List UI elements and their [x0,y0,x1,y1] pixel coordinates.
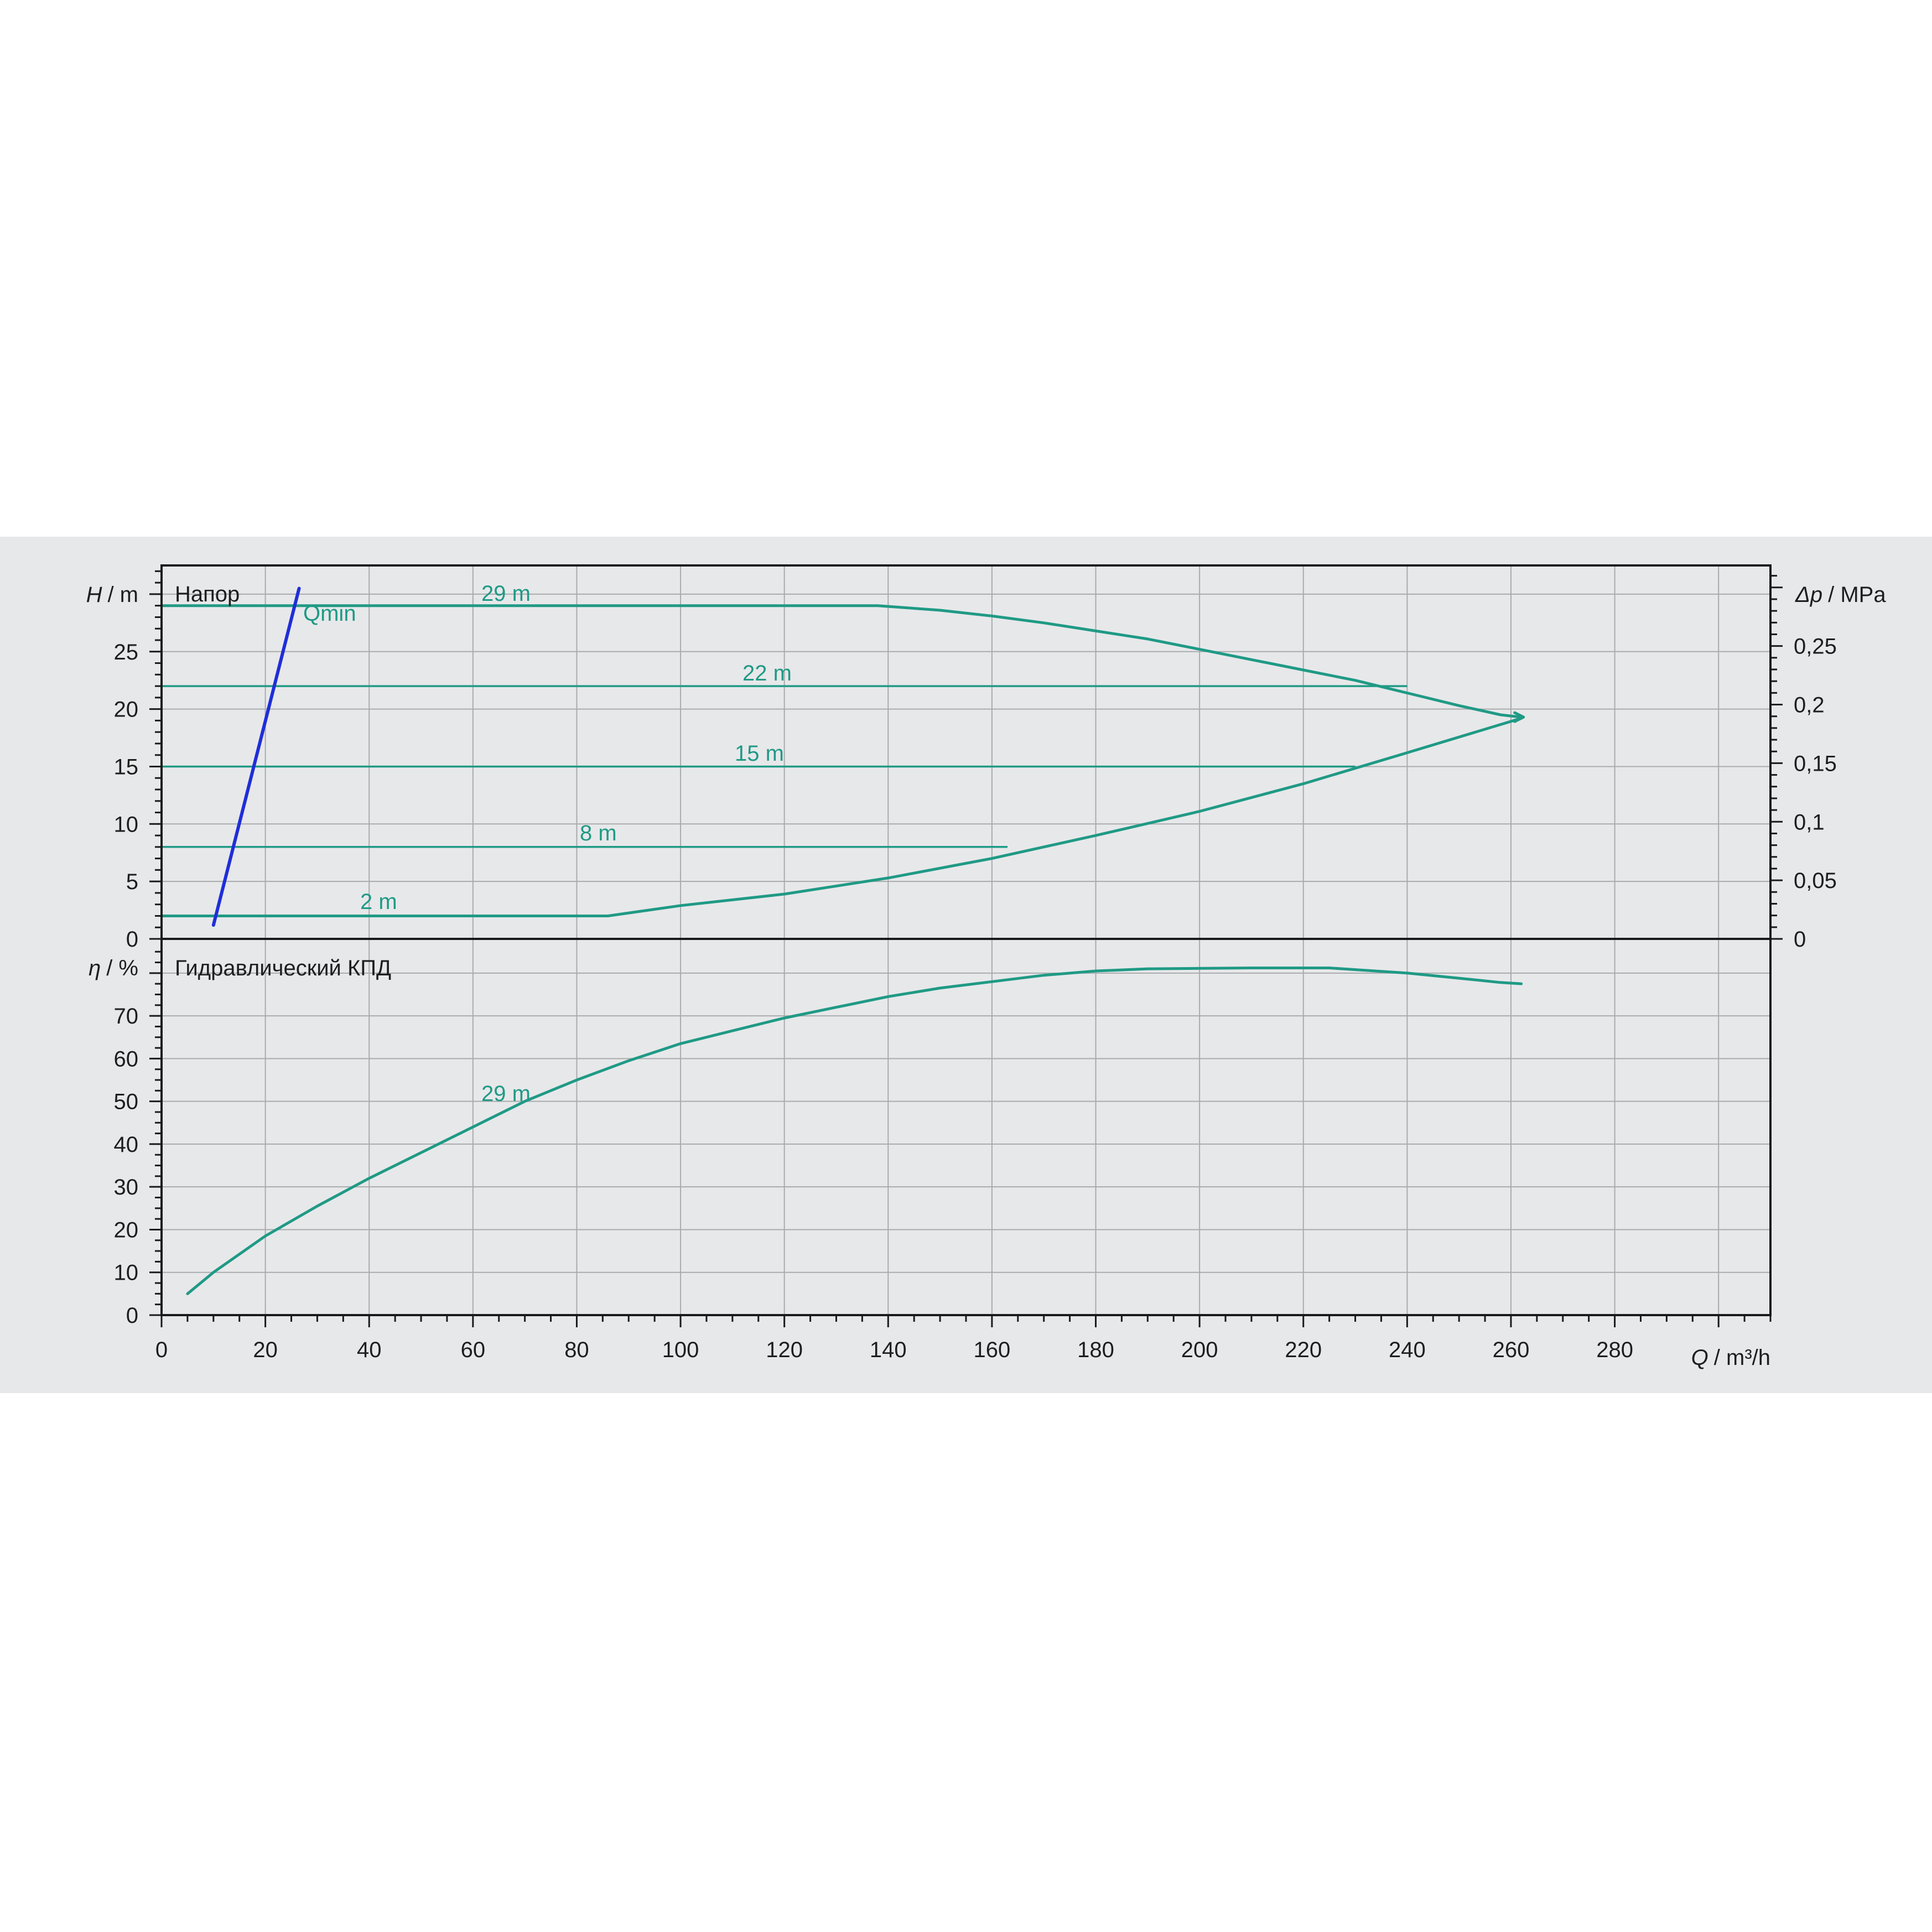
curve-layer [160,586,1525,1295]
efficiency-panel-frame [160,938,1772,1316]
efficiency-tick-label: 70 [114,1004,139,1029]
flow-tick-label: 60 [461,1338,486,1362]
pressure-tick-label: 0,1 [1794,810,1825,834]
head-curve-label-2m: 2 m [360,890,397,914]
flow-tick-label: 100 [662,1338,699,1362]
head-tick-label: 0 [126,927,138,952]
frames [160,564,1772,1316]
head-tick-label: 15 [114,755,139,779]
flow-axis-symbol: Q [1691,1346,1708,1370]
grid-layer [162,565,1770,1315]
head-tick-label: 5 [126,870,138,894]
head-panel-plot-area [162,565,1770,939]
head-panel-title: Напор [175,582,240,606]
flow-tick-label: 120 [766,1338,803,1362]
flow-tick-label: 20 [253,1338,278,1362]
pressure-axis-unit: / MPa [1828,583,1886,607]
efficiency-tick-label: 0 [126,1303,138,1328]
head-tick-label: 25 [114,640,139,664]
efficiency-tick-label: 30 [114,1175,139,1199]
flow-tick-label: 160 [974,1338,1011,1362]
head-curve-label-8m: 8 m [580,821,617,845]
efficiency-axis-label: η / % [89,956,138,980]
efficiency-tick-label: 20 [114,1218,139,1242]
efficiency-panel-plot-area [162,939,1770,1315]
pressure-tick-label: 0,2 [1794,693,1825,718]
pressure-axis-symbol: Δp [1795,583,1822,607]
head-curve-29m [160,604,1523,719]
head-tick-label: 10 [114,812,139,837]
head-tick-label: 20 [114,698,139,722]
flow-tick-label: 180 [1077,1338,1114,1362]
efficiency-tick-label: 50 [114,1090,139,1114]
efficiency-tick-label: 10 [114,1261,139,1285]
head-curve-label-29m: 29 m [481,581,531,606]
efficiency-curve-label-29m: 29 m [481,1082,531,1106]
pressure-tick-label: 0,15 [1794,751,1837,776]
flow-tick-label: 140 [870,1338,907,1362]
flow-axis-unit: / m³/h [1714,1346,1770,1370]
head-axis-label: H / m [86,583,138,607]
head-curve-end-marker [1513,711,1525,723]
flow-tick-label: 80 [564,1338,589,1362]
qmin-label: Qmin [303,601,356,626]
flow-tick-label: 40 [357,1338,382,1362]
head-axis-unit: / m [107,583,138,607]
efficiency-panel-title: Гидравлический КПД [175,956,391,980]
efficiency-tick-label: 40 [114,1133,139,1157]
flow-tick-label: 280 [1596,1338,1633,1362]
qmin-line [211,586,301,927]
flow-tick-label: 260 [1493,1338,1530,1362]
head-axis-symbol: H [86,583,102,607]
pressure-axis-label: Δp / MPa [1795,583,1886,607]
head-curve-label-15m: 15 m [735,741,784,766]
pressure-tick-label: 0,05 [1794,869,1837,893]
flow-tick-label: 240 [1389,1338,1426,1362]
head-curve-label-22m: 22 m [742,661,792,685]
efficiency-axis-symbol: η [89,956,101,980]
flow-axis-label: Q / m³/h [1691,1346,1770,1370]
head-curve-2m [160,716,1523,917]
flow-tick-label: 0 [155,1338,168,1362]
efficiency-curve-29m [186,967,1523,1295]
efficiency-tick-label: 60 [114,1047,139,1071]
flow-tick-label: 220 [1285,1338,1322,1362]
pressure-tick-label: 0 [1794,927,1806,952]
pressure-tick-label: 0,25 [1794,635,1837,659]
flow-tick-label: 200 [1181,1338,1218,1362]
axis-layer: 0 5 10 15 20 25 0 0,05 0,1 0,15 0,2 0,25 0 10 20 30 40 50… [114,570,1837,1362]
efficiency-axis-unit: / % [106,956,138,980]
